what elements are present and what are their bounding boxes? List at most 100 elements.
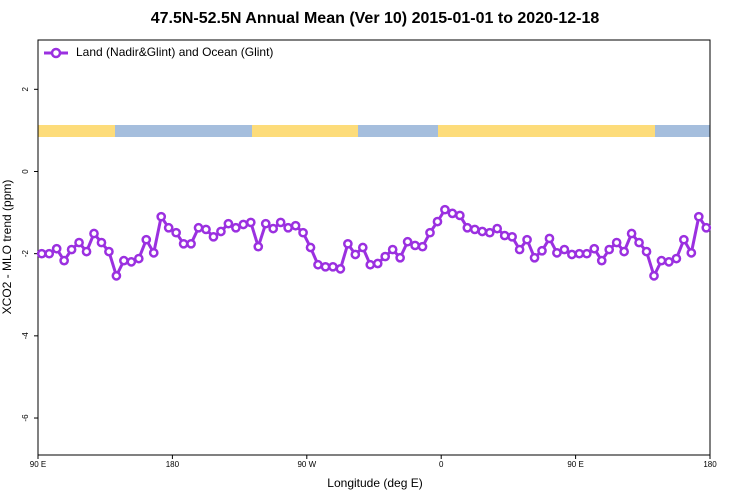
point xyxy=(455,210,465,221)
point xyxy=(537,245,547,256)
point xyxy=(507,231,517,242)
point xyxy=(522,234,532,245)
point xyxy=(626,228,637,239)
point xyxy=(283,222,293,233)
point xyxy=(81,246,92,257)
x-tick-label: 90 E xyxy=(30,460,46,469)
point xyxy=(111,271,122,281)
point xyxy=(462,222,473,233)
point xyxy=(544,233,555,244)
point xyxy=(619,246,629,257)
point xyxy=(335,264,346,274)
point xyxy=(51,243,62,254)
point xyxy=(74,237,84,248)
point xyxy=(126,257,137,267)
point xyxy=(477,226,488,237)
point xyxy=(604,244,615,255)
point xyxy=(163,222,174,233)
point xyxy=(634,237,644,248)
point xyxy=(372,258,383,269)
point xyxy=(410,240,420,251)
point xyxy=(447,208,458,219)
point xyxy=(36,248,47,259)
point xyxy=(365,259,376,270)
point xyxy=(298,227,308,238)
point xyxy=(320,261,331,272)
point xyxy=(387,244,398,255)
point xyxy=(581,248,592,259)
plot-frame xyxy=(37,39,711,456)
y-tick-label: 2 xyxy=(21,87,30,92)
y-tick-label: 0 xyxy=(21,169,30,174)
point xyxy=(156,211,167,222)
point xyxy=(589,243,600,254)
point xyxy=(671,253,682,264)
point xyxy=(133,253,144,264)
point xyxy=(701,222,712,233)
point xyxy=(328,261,338,272)
x-tick-label: 90 W xyxy=(297,460,316,469)
y-axis-label: XCO2 - MLO trend (ppm) xyxy=(0,180,14,315)
point xyxy=(596,255,607,266)
point xyxy=(656,255,667,266)
point xyxy=(141,234,152,245)
point xyxy=(425,227,435,238)
point xyxy=(44,248,55,259)
x-axis-label: Longitude (deg E) xyxy=(327,476,422,490)
point xyxy=(567,249,577,260)
point xyxy=(193,222,204,233)
land-ocean-strip xyxy=(38,125,710,137)
point xyxy=(649,271,659,281)
point xyxy=(89,228,99,239)
point xyxy=(552,247,562,258)
x-tick-label: 180 xyxy=(166,460,180,469)
point xyxy=(484,227,495,238)
y-tick-label: -6 xyxy=(21,414,30,422)
x-tick-label: 0 xyxy=(439,460,444,469)
y-tick-label: -2 xyxy=(21,250,30,258)
point xyxy=(253,241,264,252)
point xyxy=(59,255,69,266)
point xyxy=(514,244,525,255)
point xyxy=(313,259,323,270)
point xyxy=(186,238,196,249)
point xyxy=(402,236,413,247)
point xyxy=(260,218,271,229)
point xyxy=(290,220,301,231)
x-tick-label: 90 E xyxy=(567,460,583,469)
point xyxy=(664,257,674,267)
point xyxy=(275,217,286,228)
point xyxy=(611,237,622,248)
y-tick-label: -4 xyxy=(21,332,30,340)
point xyxy=(574,248,585,259)
point xyxy=(529,252,540,263)
point xyxy=(380,251,391,262)
point xyxy=(223,218,234,229)
point xyxy=(171,227,181,238)
point xyxy=(148,247,159,258)
point xyxy=(104,246,114,257)
point xyxy=(499,230,510,241)
point xyxy=(245,217,256,228)
point xyxy=(216,226,226,237)
point xyxy=(469,224,480,235)
point xyxy=(357,242,368,253)
x-tick-label: 180 xyxy=(703,460,717,469)
point xyxy=(208,231,219,242)
point xyxy=(492,223,503,234)
point xyxy=(693,211,704,222)
point xyxy=(559,244,570,255)
point xyxy=(178,238,189,249)
legend-marker xyxy=(50,47,62,59)
point xyxy=(119,255,129,266)
point xyxy=(66,244,77,255)
point xyxy=(440,204,450,215)
point xyxy=(343,238,353,249)
point xyxy=(679,234,689,245)
point xyxy=(350,249,361,260)
point xyxy=(268,223,279,234)
point xyxy=(238,219,249,230)
point xyxy=(305,242,316,253)
point xyxy=(686,247,697,258)
point xyxy=(96,237,107,248)
